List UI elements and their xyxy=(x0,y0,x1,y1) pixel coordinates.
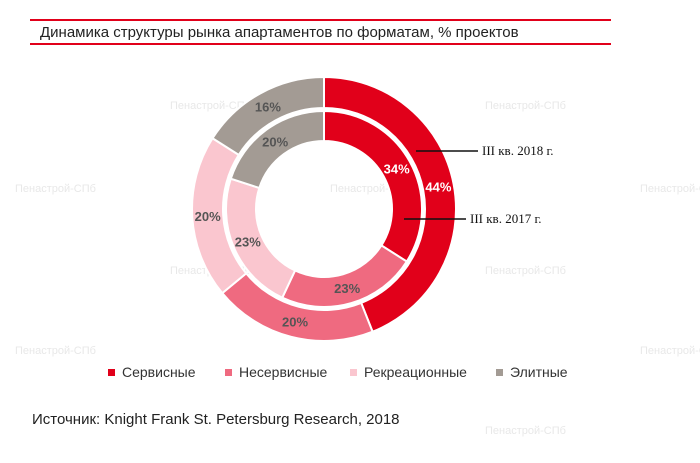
watermark-7: Пенастрой-СПб xyxy=(15,345,96,357)
source-note: Источник: Knight Frank St. Petersburg Re… xyxy=(32,411,400,428)
slice-inner-3 xyxy=(229,109,325,190)
legend-label-0: Сервисные xyxy=(122,364,196,380)
data-label-inner-1: 23% xyxy=(334,281,360,296)
series-label-inner: III кв. 2017 г. xyxy=(470,211,542,226)
watermark-8: Пенастрой-СПб xyxy=(640,345,700,357)
legend-label-1: Несервисные xyxy=(239,364,328,380)
watermark-4: Пенастрой-СПб xyxy=(640,183,700,195)
legend-swatch-0 xyxy=(108,368,115,376)
legend-swatch-1 xyxy=(225,368,232,376)
legend-swatch-3 xyxy=(496,368,503,376)
data-label-inner-0: 34% xyxy=(384,162,410,177)
legend-item-3: Элитные xyxy=(496,364,568,380)
chart-title: Динамика структуры рынка апартаментов по… xyxy=(40,24,519,41)
legend-swatch-2 xyxy=(350,368,357,376)
watermark-0: Пенастрой-СПб xyxy=(170,100,251,112)
legend-item-2: Рекреационные xyxy=(350,364,467,380)
slice-outer-0 xyxy=(323,75,457,334)
watermark-9: Пенастрой-СПб xyxy=(485,425,566,437)
data-label-outer-0: 44% xyxy=(425,180,451,195)
watermark-6: Пенастрой-СПб xyxy=(485,265,566,277)
title-rule-bottom xyxy=(30,43,611,45)
data-label-outer-2: 20% xyxy=(195,209,221,224)
series-label-outer: III кв. 2018 г. xyxy=(482,143,554,158)
data-label-inner-2: 23% xyxy=(235,235,261,250)
watermark-1: Пенастрой-СПб xyxy=(485,100,566,112)
legend-item-0: Сервисные xyxy=(108,364,196,380)
data-label-inner-3: 20% xyxy=(262,134,288,149)
legend-label-2: Рекреационные xyxy=(364,364,467,380)
legend: Сервисные Несервисные Рекреационные Элитные xyxy=(0,364,700,384)
legend-label-3: Элитные xyxy=(510,364,568,380)
legend-item-1: Несервисные xyxy=(225,364,327,380)
slice-outer-3 xyxy=(211,75,325,157)
data-label-outer-3: 16% xyxy=(255,99,281,114)
data-label-outer-1: 20% xyxy=(282,314,308,329)
watermark-2: Пенастрой-СПб xyxy=(15,183,96,195)
title-rule-top xyxy=(30,19,611,21)
